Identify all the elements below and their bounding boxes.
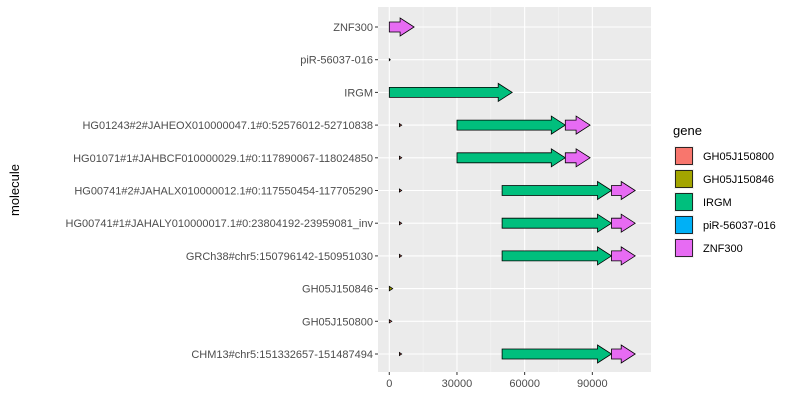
gene-arrow-IRGM bbox=[501, 213, 613, 233]
y-tick-label: GH05J150846 bbox=[302, 284, 373, 296]
legend-swatch bbox=[675, 147, 693, 165]
legend-swatch bbox=[675, 239, 693, 257]
x-axis: 0 30000 60000 90000 bbox=[386, 372, 608, 390]
gene-arrow-GH05J150800 bbox=[398, 188, 403, 193]
legend-label: piR-56037-016 bbox=[703, 220, 776, 232]
x-tick-label: 90000 bbox=[577, 378, 608, 390]
legend-label: IRGM bbox=[703, 197, 732, 209]
gene-arrow-GH05J150846 bbox=[388, 285, 394, 292]
gene-arrow-ZNF300 bbox=[611, 344, 636, 364]
gene-arrow-IRGM bbox=[456, 115, 567, 135]
y-axis-title: molecule bbox=[7, 164, 22, 216]
y-tick-label: IRGM bbox=[344, 87, 373, 99]
legend-label: GH05J150800 bbox=[703, 151, 774, 163]
legend-swatch bbox=[675, 170, 693, 188]
gene-arrow-IRGM bbox=[388, 82, 513, 103]
y-tick-label: ZNF300 bbox=[333, 22, 373, 34]
gene-arrow-GH05J150800 bbox=[398, 155, 403, 161]
gene-arrow-GH05J150800 bbox=[398, 351, 403, 357]
y-tick-label: HG01243#2#JAHEOX010000047.1#0:52576012-5… bbox=[82, 120, 373, 132]
gene-arrow-ZNF300 bbox=[564, 115, 591, 135]
gene-arrow-GH05J150800 bbox=[388, 318, 393, 324]
legend-swatch bbox=[675, 193, 693, 211]
gene-arrow-ZNF300 bbox=[611, 213, 636, 233]
legend-swatch bbox=[675, 216, 693, 234]
gene-arrow-IRGM bbox=[501, 344, 613, 364]
y-tick-label: GRCh38#chr5:150796142-150951030 bbox=[186, 251, 373, 263]
gene-arrow-IRGM bbox=[501, 246, 613, 266]
x-tick-label: 0 bbox=[386, 378, 392, 390]
legend-entries: GH05J150800 GH05J150846 IRGM piR-56037-016 Z… bbox=[674, 146, 776, 258]
gene-arrow-GH05J150800 bbox=[398, 122, 403, 128]
gene-arrow-IRGM bbox=[456, 148, 567, 168]
legend-title: gene bbox=[673, 123, 702, 138]
y-tick-label: HG00741#1#JAHALY010000017.1#0:23804192-2… bbox=[66, 218, 374, 230]
gene-arrow-GH05J150800 bbox=[398, 220, 403, 226]
gene-arrow-GH05J150800 bbox=[398, 253, 403, 259]
gene-arrow-piR-56037-016 bbox=[388, 57, 391, 62]
y-tick-label: HG01071#1#JAHBCF010000029.1#0:117890067-… bbox=[73, 153, 373, 165]
y-tick-label: piR-56037-016 bbox=[300, 55, 373, 67]
legend: gene GH05J150800 GH05J150846 IRGM piR-56037… bbox=[673, 123, 776, 258]
y-tick-label: CHM13#chr5:151332657-151487494 bbox=[191, 349, 373, 361]
legend-label: ZNF300 bbox=[703, 243, 743, 255]
y-tick-label: HG00741#2#JAHALX010000012.1#0:117550454-… bbox=[74, 186, 373, 198]
gene-arrow-ZNF300 bbox=[611, 246, 636, 266]
gene-arrow-ZNF300 bbox=[611, 180, 636, 201]
x-tick-label: 60000 bbox=[509, 378, 540, 390]
gene-arrows bbox=[388, 17, 636, 364]
x-tick-label: 30000 bbox=[442, 378, 473, 390]
gene-arrow-IRGM bbox=[501, 180, 613, 201]
gene-arrow-ZNF300 bbox=[388, 17, 415, 37]
gene-arrow-ZNF300 bbox=[564, 148, 591, 168]
y-axis: ZNF300 piR-56037-016 IRGM HG01243#2#JAHEOX0… bbox=[66, 22, 378, 361]
legend-label: GH05J150846 bbox=[703, 174, 774, 186]
y-tick-label: GH05J150800 bbox=[302, 316, 373, 328]
